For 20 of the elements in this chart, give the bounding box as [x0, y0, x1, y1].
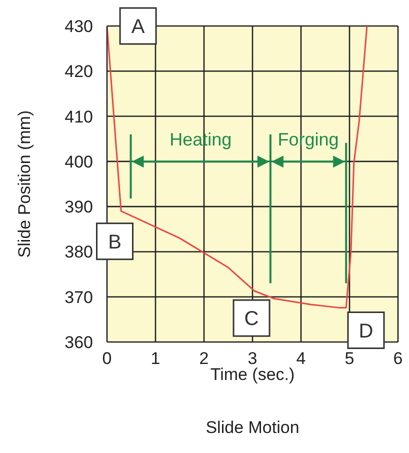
- text: Slide Motion: [204, 418, 300, 438]
- y-axis-title: Slide Position (mm): [15, 110, 34, 258]
- y-tick-label: 380: [64, 242, 93, 262]
- x-tick-label: 5: [344, 349, 354, 368]
- y-tick-label: 410: [64, 107, 93, 126]
- x-tick-label: 1: [150, 349, 160, 368]
- y-tick-label: 430: [64, 17, 93, 36]
- annotation: A: [131, 16, 146, 38]
- y-tick-label: 370: [64, 288, 93, 307]
- y-tick-label: 420: [64, 62, 93, 82]
- x-tick-label: 4: [296, 349, 306, 368]
- y-tick-label: 390: [64, 198, 93, 217]
- x-tick-label: 0: [102, 349, 112, 368]
- x-tick-label: 6: [393, 349, 403, 368]
- annotation: D: [358, 320, 374, 342]
- y-tick-label: 360: [64, 333, 93, 352]
- y-tick-label: 400: [64, 152, 93, 172]
- x-tick-label: 2: [199, 349, 209, 368]
- annotation: B: [108, 231, 122, 254]
- annotation: C: [244, 308, 259, 330]
